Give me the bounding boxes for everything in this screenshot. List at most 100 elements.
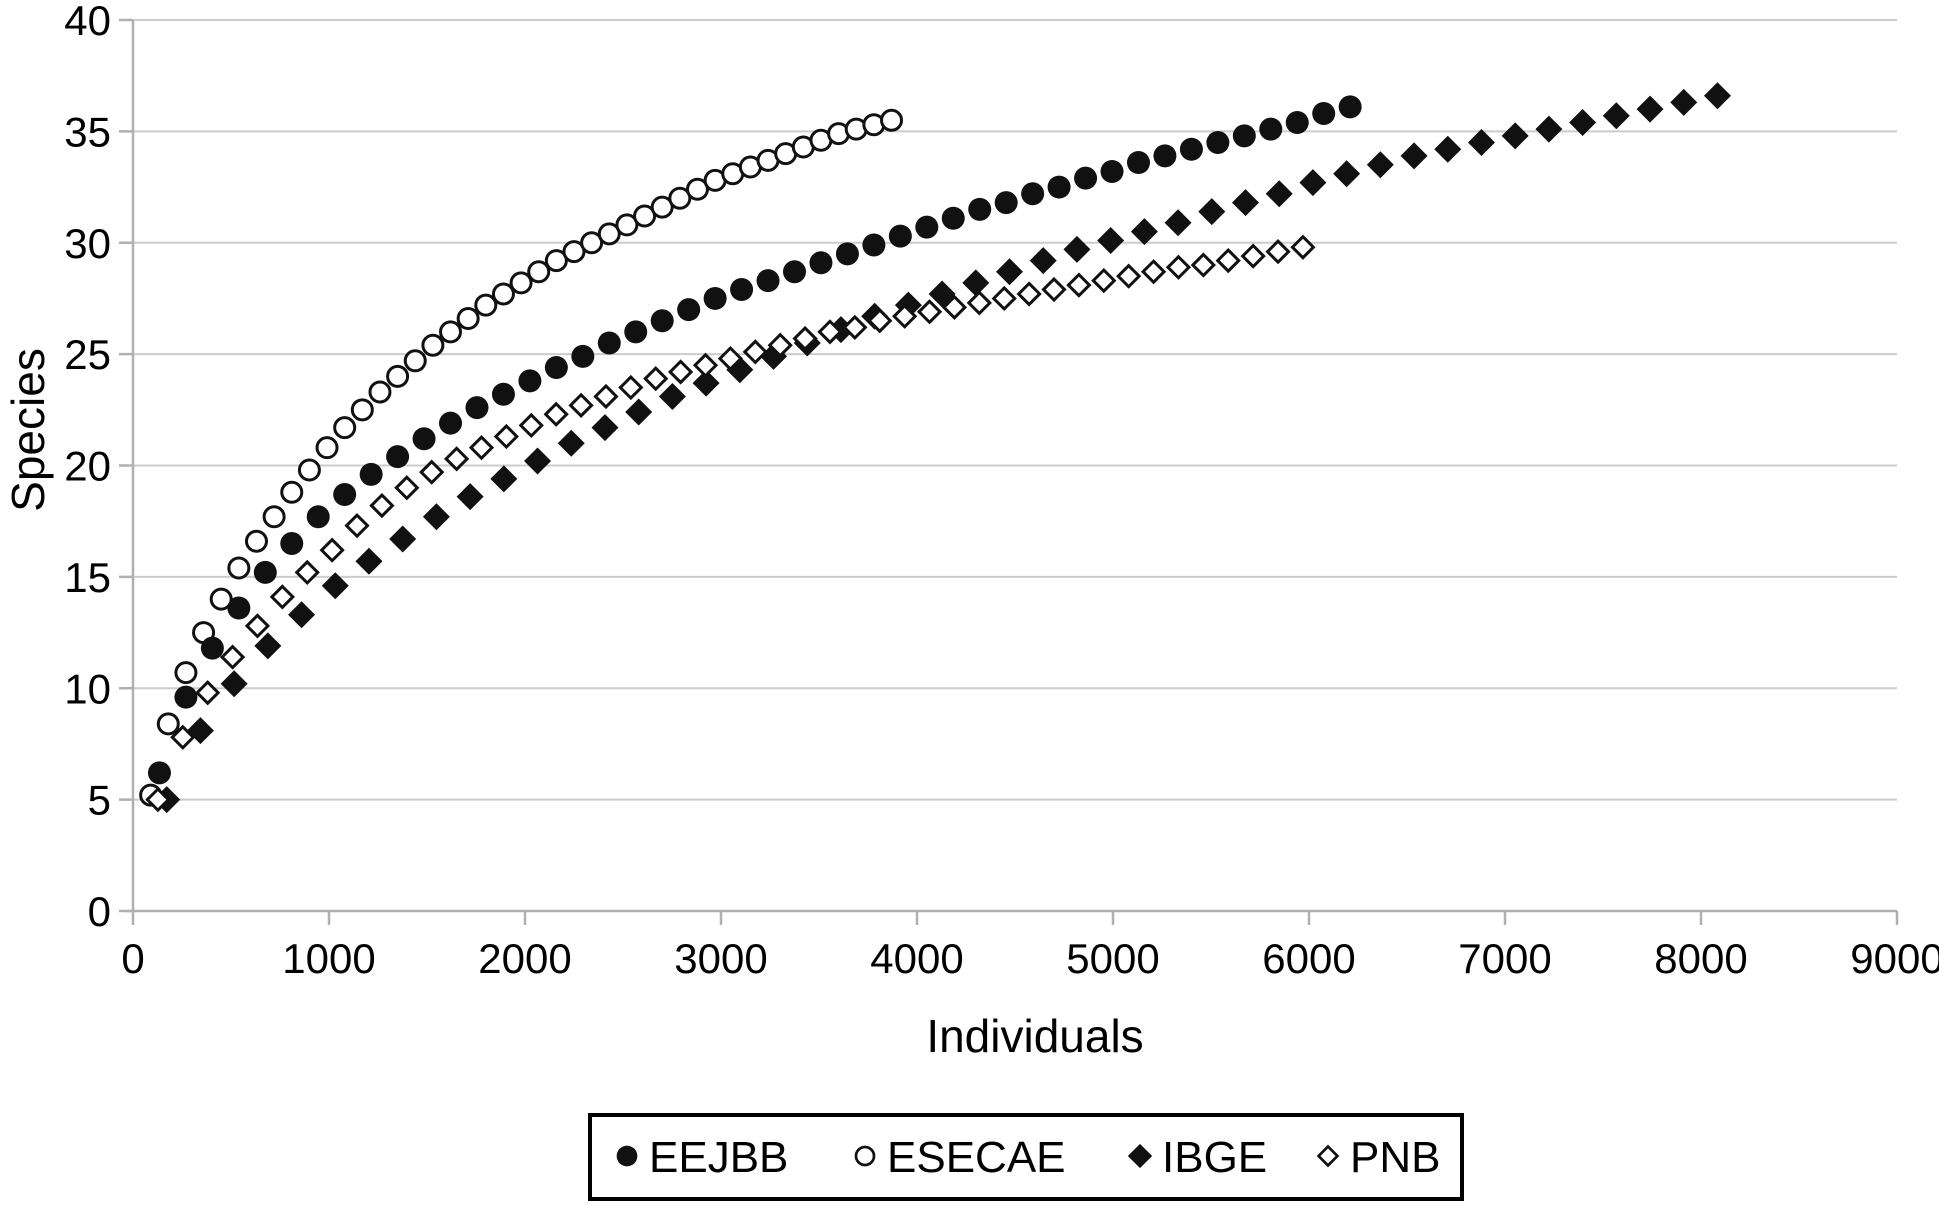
data-point-esecae bbox=[615, 213, 639, 237]
data-point-pnb bbox=[1290, 234, 1316, 260]
data-point-ibge bbox=[1602, 102, 1630, 130]
y-tick-label: 10 bbox=[64, 665, 111, 712]
legend-label-esecae: ESECAE bbox=[887, 1133, 1066, 1182]
x-tick-label: 9000 bbox=[1850, 935, 1939, 982]
data-point-ibge bbox=[1467, 129, 1495, 157]
legend-label-pnb: PNB bbox=[1350, 1133, 1440, 1182]
x-tick-label: 5000 bbox=[1066, 935, 1159, 982]
data-point-ibge bbox=[1198, 198, 1226, 226]
data-point-esecae bbox=[580, 231, 604, 255]
data-point-pnb bbox=[468, 435, 495, 461]
data-point-eejbb bbox=[888, 224, 912, 248]
data-point-ibge bbox=[422, 503, 450, 531]
data-point-esecae bbox=[650, 195, 674, 219]
data-point-pnb bbox=[1116, 263, 1142, 289]
data-point-ibge bbox=[524, 447, 552, 475]
data-point-esecae bbox=[368, 380, 392, 404]
data-point-ibge bbox=[1333, 160, 1361, 188]
data-point-eejbb bbox=[439, 411, 463, 435]
data-point-eejbb bbox=[1047, 175, 1071, 199]
data-point-pnb bbox=[1215, 247, 1241, 274]
x-tick-label: 2000 bbox=[478, 935, 571, 982]
data-point-ibge bbox=[1434, 135, 1462, 163]
y-tick-label: 15 bbox=[64, 554, 111, 601]
data-point-eejbb bbox=[253, 560, 277, 584]
data-point-eejbb bbox=[1259, 117, 1283, 141]
data-point-eejbb bbox=[624, 320, 648, 344]
x-tick-label: 7000 bbox=[1458, 935, 1551, 982]
data-point-eejbb bbox=[1312, 102, 1336, 126]
data-point-esecae bbox=[209, 587, 233, 611]
data-point-esecae bbox=[456, 306, 480, 330]
data-point-pnb bbox=[294, 559, 320, 586]
data-point-eejbb bbox=[544, 355, 568, 379]
data-point-esecae bbox=[509, 271, 533, 295]
data-point-ibge bbox=[1164, 209, 1192, 237]
series-pnb bbox=[145, 234, 1316, 813]
x-tick-label: 3000 bbox=[674, 935, 767, 982]
data-point-pnb bbox=[1265, 239, 1291, 265]
legend-marker-ibge bbox=[1127, 1143, 1153, 1169]
data-point-eejbb bbox=[200, 636, 224, 660]
data-point-pnb bbox=[966, 290, 992, 316]
y-tick-label: 35 bbox=[64, 108, 111, 155]
data-point-pnb bbox=[394, 475, 420, 501]
data-point-pnb bbox=[419, 459, 445, 485]
legend-label-ibge: IBGE bbox=[1162, 1133, 1267, 1182]
data-point-ibge bbox=[321, 572, 349, 600]
data-point-pnb bbox=[1140, 259, 1167, 285]
data-point-eejbb bbox=[174, 685, 198, 709]
data-point-pnb bbox=[145, 787, 171, 813]
data-point-eejbb bbox=[1338, 95, 1362, 119]
data-point-esecae bbox=[544, 249, 568, 273]
y-tick-label: 20 bbox=[64, 443, 111, 490]
data-point-ibge bbox=[1366, 151, 1394, 179]
data-point-pnb bbox=[867, 308, 893, 334]
data-point-pnb bbox=[717, 345, 744, 372]
data-point-pnb bbox=[1091, 267, 1117, 294]
data-point-eejbb bbox=[359, 462, 383, 486]
data-point-ibge bbox=[1063, 235, 1091, 263]
data-point-ibge bbox=[1299, 169, 1327, 197]
x-tick-label: 0 bbox=[121, 935, 144, 982]
data-point-ibge bbox=[1501, 122, 1529, 150]
data-point-esecae bbox=[439, 320, 463, 344]
data-point-pnb bbox=[170, 724, 196, 750]
data-point-ibge bbox=[1636, 95, 1664, 123]
data-point-eejbb bbox=[1206, 131, 1230, 155]
data-point-esecae bbox=[491, 282, 515, 306]
data-point-eejbb bbox=[809, 251, 833, 275]
data-point-ibge bbox=[1569, 108, 1597, 136]
data-point-eejbb bbox=[571, 344, 595, 368]
data-point-eejbb bbox=[1179, 137, 1203, 161]
data-point-ibge bbox=[1535, 115, 1563, 143]
data-point-ibge bbox=[1130, 218, 1158, 246]
data-point-eejbb bbox=[756, 269, 780, 293]
data-point-eejbb bbox=[386, 445, 410, 469]
data-point-pnb bbox=[244, 613, 271, 639]
data-point-esecae bbox=[668, 186, 692, 210]
grid-layer bbox=[133, 19, 1897, 801]
data-point-ibge bbox=[288, 601, 316, 629]
data-point-ibge bbox=[1703, 82, 1731, 110]
data-point-eejbb bbox=[465, 396, 489, 420]
y-tick-label: 5 bbox=[88, 777, 111, 824]
data-point-eejbb bbox=[941, 206, 965, 230]
data-point-pnb bbox=[742, 339, 768, 365]
data-point-esecae bbox=[421, 333, 445, 357]
data-point-eejbb bbox=[703, 286, 727, 310]
data-point-eejbb bbox=[994, 191, 1018, 215]
data-point-esecae bbox=[386, 364, 410, 388]
data-point-eejbb bbox=[306, 505, 330, 529]
data-point-esecae bbox=[685, 177, 709, 201]
data-point-pnb bbox=[941, 294, 968, 320]
x-tick-label: 8000 bbox=[1654, 935, 1747, 982]
data-point-pnb bbox=[195, 680, 221, 706]
data-point-esecae bbox=[262, 505, 286, 529]
data-point-eejbb bbox=[915, 215, 939, 239]
data-point-esecae bbox=[315, 436, 339, 460]
data-point-eejbb bbox=[1153, 144, 1177, 168]
y-tick-label: 25 bbox=[64, 331, 111, 378]
